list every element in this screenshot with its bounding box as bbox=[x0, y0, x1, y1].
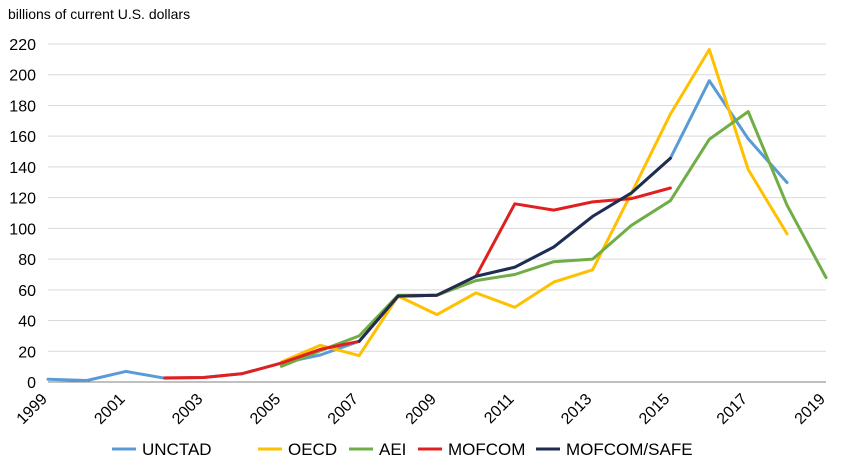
y-tick-label: 220 bbox=[9, 37, 36, 54]
series-line-unctad bbox=[46, 79, 789, 382]
legend-label: MOFCOM bbox=[448, 440, 525, 459]
x-tick-label: 2003 bbox=[169, 391, 206, 428]
legend-label: MOFCOM/SAFE bbox=[566, 440, 693, 459]
y-tick-label: 120 bbox=[9, 191, 36, 208]
x-tick-label: 2013 bbox=[558, 391, 595, 428]
legend-label: OECD bbox=[288, 440, 337, 459]
y-tick-label: 0 bbox=[27, 375, 36, 392]
x-tick-label: 2019 bbox=[792, 391, 829, 428]
x-tick-label: 2005 bbox=[247, 391, 284, 428]
series-line-mofcom-safe bbox=[357, 156, 672, 343]
x-tick-label: 1999 bbox=[14, 391, 51, 428]
y-tick-label: 100 bbox=[9, 221, 36, 238]
y-axis-title: billions of current U.S. dollars bbox=[8, 6, 191, 22]
x-tick-label: 2007 bbox=[325, 391, 362, 428]
x-tick-label: 2009 bbox=[403, 391, 440, 428]
y-tick-label: 180 bbox=[9, 98, 36, 115]
y-tick-label: 60 bbox=[18, 283, 36, 300]
series-line-aei bbox=[279, 110, 828, 368]
y-tick-label: 160 bbox=[9, 129, 36, 146]
x-tick-label: 2011 bbox=[481, 391, 517, 427]
x-tick-label: 2001 bbox=[91, 391, 128, 428]
y-tick-label: 140 bbox=[9, 160, 36, 177]
y-tick-label: 200 bbox=[9, 68, 36, 85]
legend-label: UNCTAD bbox=[142, 440, 212, 459]
y-tick-label: 80 bbox=[18, 252, 36, 269]
y-tick-label: 40 bbox=[18, 314, 36, 331]
y-tick-label: 20 bbox=[18, 344, 36, 361]
x-tick-label: 2015 bbox=[636, 391, 673, 428]
legend-label: AEI bbox=[379, 440, 406, 459]
series-line-oecd bbox=[279, 48, 789, 364]
x-tick-label: 2017 bbox=[714, 391, 751, 428]
